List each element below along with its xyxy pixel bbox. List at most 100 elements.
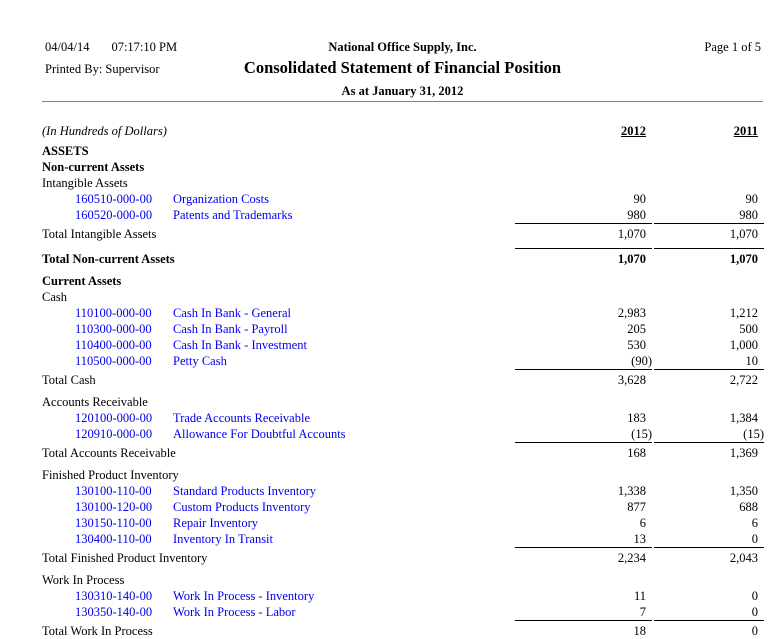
account-name-link[interactable]: Work In Process - Inventory (173, 589, 315, 603)
amount-2012: 1,338 (617, 484, 646, 498)
amount-2012: (90) (631, 354, 652, 368)
account-row: 130100-110-00 Standard Products Inventory… (42, 483, 764, 499)
printed-by-label: Printed By: (45, 62, 103, 76)
column-header-2012: 2012 (621, 124, 646, 138)
account-label: 110500-000-00 Petty Cash (42, 353, 515, 369)
amount-2012: 1,070 (515, 248, 652, 267)
row-label: Current Assets (42, 274, 122, 288)
print-datetime: 04/04/14 07:17:10 PM (45, 40, 177, 55)
account-row: 130310-140-00 Work In Process - Inventory… (42, 588, 764, 604)
account-row: 110500-000-00 Petty Cash (90) 10 (42, 353, 764, 369)
account-label: 110300-000-00 Cash In Bank - Payroll (42, 321, 515, 337)
account-code-link[interactable]: 130100-120-00 (75, 500, 153, 514)
account-code-link[interactable]: 110300-000-00 (75, 322, 152, 336)
account-row: 110400-000-00 Cash In Bank - Investment 53… (42, 337, 764, 353)
row-label: ASSETS (42, 144, 89, 158)
account-label: 110400-000-00 Cash In Bank - Investment (42, 337, 515, 353)
account-label: 120910-000-00 Allowance For Doubtful Acco… (42, 426, 515, 442)
report-title: Consolidated Statement of Financial Posi… (243, 58, 562, 77)
account-name-link[interactable]: Work In Process - Labor (173, 605, 296, 619)
account-row: 130150-110-00 Repair Inventory 6 6 (42, 515, 764, 531)
account-code-link[interactable]: 130400-110-00 (75, 532, 152, 546)
amount-2012: 18 (515, 620, 652, 639)
total-row: Total Accounts Receivable 168 1,369 (42, 442, 764, 461)
amount-2011: 0 (751, 532, 758, 546)
amount-2011: 0 (751, 589, 758, 603)
print-time: 07:17:10 PM (111, 40, 178, 54)
account-name-link[interactable]: Repair Inventory (173, 516, 259, 530)
report-rows: ASSETS Non-current Assets Intangible Asset… (42, 143, 764, 639)
amount-2011: 688 (739, 500, 758, 514)
account-code-link[interactable]: 130150-110-00 (75, 516, 152, 530)
amount-2012: 205 (627, 322, 646, 336)
company-name: National Office Supply, Inc. (328, 40, 477, 54)
section-row: Cash (42, 289, 764, 305)
amount-2011: 2,043 (654, 547, 764, 566)
total-row: Total Finished Product Inventory 2,234 2,0… (42, 547, 764, 566)
total-row: Total Work In Process 18 0 (42, 620, 764, 639)
account-name-link[interactable]: Standard Products Inventory (173, 484, 317, 498)
amount-2012: 877 (627, 500, 646, 514)
account-code-link[interactable]: 120910-000-00 (75, 427, 153, 441)
amount-2011: 1,369 (654, 442, 764, 461)
account-label: 160520-000-00 Patents and Trademarks (42, 207, 515, 223)
account-code-link[interactable]: 120100-000-00 (75, 411, 153, 425)
total-row: Total Non-current Assets 1,070 1,070 (42, 248, 764, 267)
account-row: 160520-000-00 Patents and Trademarks 980 98… (42, 207, 764, 223)
amount-2012: 3,628 (515, 369, 652, 388)
account-name-link[interactable]: Patents and Trademarks (173, 208, 293, 222)
account-label: 130100-110-00 Standard Products Inventory (42, 483, 515, 499)
account-code-link[interactable]: 130310-140-00 (75, 589, 153, 603)
account-code-link[interactable]: 110500-000-00 (75, 354, 152, 368)
account-name-link[interactable]: Allowance For Doubtful Accounts (173, 427, 346, 441)
account-row: 110100-000-00 Cash In Bank - General 2,983… (42, 305, 764, 321)
account-code-link[interactable]: 130100-110-00 (75, 484, 152, 498)
account-name-link[interactable]: Cash In Bank - General (173, 306, 292, 320)
amount-2011: 1,070 (654, 248, 764, 267)
account-row: 130100-120-00 Custom Products Inventory 87… (42, 499, 764, 515)
section-row: ASSETS (42, 143, 764, 159)
row-label: Intangible Assets (42, 176, 128, 190)
row-label: Non-current Assets (42, 160, 145, 174)
amount-2011: 1,384 (729, 411, 758, 425)
section-row: Finished Product Inventory (42, 467, 764, 483)
row-label: Finished Product Inventory (42, 468, 179, 482)
account-code-link[interactable]: 110100-000-00 (75, 306, 152, 320)
account-label: 130150-110-00 Repair Inventory (42, 515, 515, 531)
section-row: Intangible Assets (42, 175, 764, 191)
printed-by-user: Supervisor (105, 62, 160, 76)
account-row: 160510-000-00 Organization Costs 90 90 (42, 191, 764, 207)
account-code-link[interactable]: 160520-000-00 (75, 208, 153, 222)
total-row: Total Cash 3,628 2,722 (42, 369, 764, 388)
account-name-link[interactable]: Trade Accounts Receivable (173, 411, 310, 425)
account-row: 130350-140-00 Work In Process - Labor 7 0 (42, 604, 764, 620)
account-name-link[interactable]: Organization Costs (173, 192, 269, 206)
amount-2011: 500 (739, 322, 758, 336)
column-header-row: (In Hundreds of Dollars) 2012 2011 (42, 123, 764, 139)
amount-2011: 6 (751, 516, 758, 530)
account-code-link[interactable]: 130350-140-00 (75, 605, 153, 619)
amount-2012: 168 (515, 442, 652, 461)
amount-2012: (15) (631, 427, 652, 441)
account-name-link[interactable]: Petty Cash (173, 354, 227, 368)
report-body: (In Hundreds of Dollars) 2012 2011 ASSET… (0, 102, 773, 639)
amount-2011: 1,070 (654, 223, 764, 242)
row-label: Total Work In Process (42, 624, 153, 638)
account-name-link[interactable]: Inventory In Transit (173, 532, 273, 546)
total-row: Total Intangible Assets 1,070 1,070 (42, 223, 764, 242)
account-code-link[interactable]: 160510-000-00 (75, 192, 153, 206)
account-name-link[interactable]: Cash In Bank - Investment (173, 338, 308, 352)
amount-2011: 980 (739, 208, 758, 222)
amount-2011: 2,722 (654, 369, 764, 388)
amount-2011: 1,000 (729, 338, 758, 352)
account-row: 130400-110-00 Inventory In Transit 13 0 (42, 531, 764, 547)
print-date: 04/04/14 (45, 40, 90, 54)
amount-2012: 7 (639, 605, 646, 619)
account-name-link[interactable]: Custom Products Inventory (173, 500, 311, 514)
account-row: 110300-000-00 Cash In Bank - Payroll 205 50… (42, 321, 764, 337)
account-code-link[interactable]: 110400-000-00 (75, 338, 152, 352)
section-row: Work In Process (42, 572, 764, 588)
amount-2012: 90 (633, 192, 647, 206)
account-name-link[interactable]: Cash In Bank - Payroll (173, 322, 288, 336)
amount-2012: 183 (627, 411, 646, 425)
